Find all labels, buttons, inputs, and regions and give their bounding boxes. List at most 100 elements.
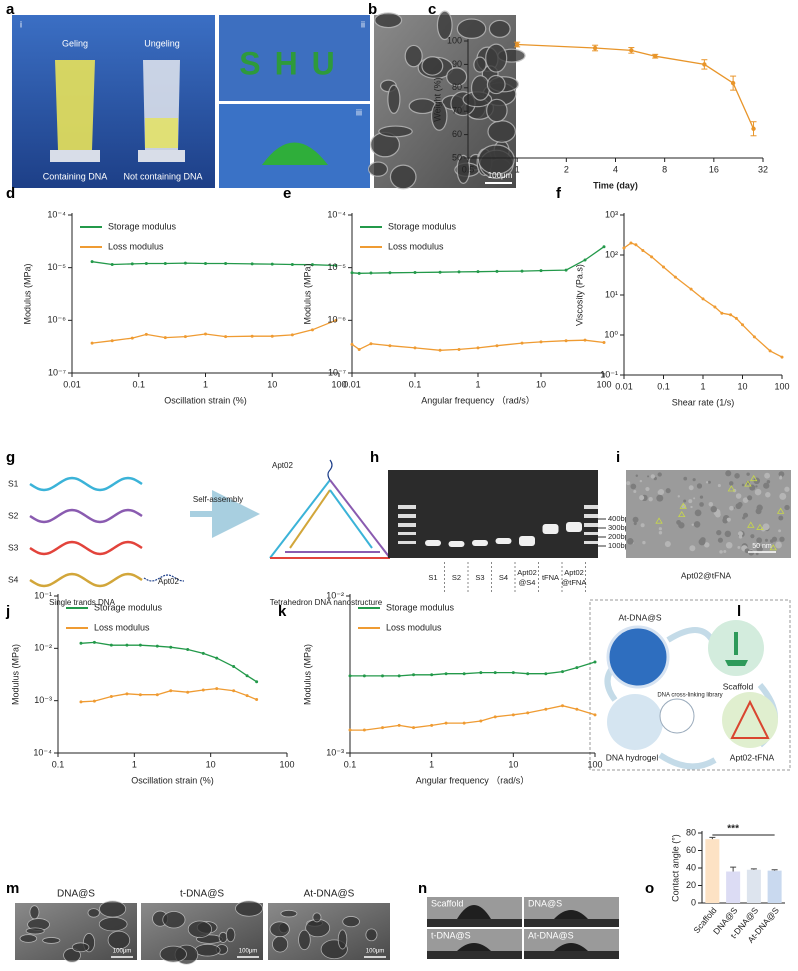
point [130, 262, 134, 266]
node-label: Scaffold [723, 681, 754, 691]
speck [683, 476, 688, 481]
point [768, 349, 772, 353]
point [169, 689, 173, 693]
tem-texture [626, 470, 790, 556]
pore [29, 905, 40, 920]
image-label: DNA@S [528, 898, 562, 908]
pore [473, 56, 487, 73]
scale-label: 100μm [239, 949, 257, 955]
point [561, 704, 565, 708]
speck [650, 474, 655, 479]
panel-letter: g [6, 449, 15, 466]
tfna-particle [776, 507, 785, 514]
y-tick-label: 10³ [605, 209, 618, 219]
droplet [554, 910, 588, 919]
point [544, 707, 548, 711]
tfna-particle [727, 485, 736, 492]
y-tick-label: 10⁻⁷ [48, 367, 66, 377]
point [130, 336, 134, 340]
tetra-edge [329, 489, 373, 549]
speck [690, 505, 693, 509]
point [215, 656, 219, 660]
speck [779, 476, 783, 480]
point [702, 62, 707, 67]
pore [486, 98, 508, 123]
point [511, 713, 515, 717]
y-tick-label: 10² [605, 249, 618, 259]
speck [728, 481, 734, 486]
point [79, 700, 83, 704]
point [310, 263, 314, 267]
tfna-particle [679, 502, 687, 509]
point [602, 245, 606, 249]
sem-texture [367, 10, 526, 190]
y-tick-label: 10⁻⁷ [328, 367, 346, 377]
point [224, 261, 228, 265]
point [752, 335, 756, 339]
x-axis-label: Angular frequency （rad/s） [416, 775, 530, 785]
pore [225, 927, 236, 943]
y-tick-label: 40 [686, 862, 696, 872]
substrate [524, 919, 619, 927]
speck [664, 541, 671, 548]
x-tick-label: 4 [613, 164, 618, 174]
point [215, 687, 219, 691]
bar [746, 869, 761, 903]
panel-letter: a [6, 1, 15, 18]
pore [436, 10, 453, 41]
speck [775, 541, 782, 549]
droplet [457, 905, 491, 919]
pore [387, 84, 401, 114]
speck [678, 522, 685, 529]
legend-label: Storage modulus [386, 602, 455, 612]
pore [337, 929, 348, 950]
point [388, 271, 392, 275]
point [544, 672, 548, 676]
speck [737, 502, 743, 508]
x-tick-label: 1 [203, 379, 208, 389]
band [448, 541, 465, 547]
point [255, 698, 259, 702]
speck [784, 504, 790, 511]
x-tick-label: 0.01 [343, 379, 361, 389]
speck [717, 484, 721, 488]
tube-cap [50, 150, 100, 162]
caption: Single trands DNA [49, 598, 115, 607]
x-tick-label: 1 [475, 379, 480, 389]
pore [446, 67, 468, 87]
pore [99, 900, 127, 918]
legend-label: Loss modulus [386, 622, 442, 632]
gel: S1 S2 S3 S4Apt02@S4tFNAApt02@tFNA400bp300bp… [398, 505, 629, 592]
legend-label: Loss modulus [388, 241, 444, 251]
series-line [351, 246, 605, 274]
speck [699, 495, 704, 499]
y-axis-label: Weight (%) [432, 77, 442, 121]
y-axis-label: Modulus (MPa) [302, 263, 312, 324]
image-title: t-DNA@S [180, 889, 224, 900]
x-tick-label: 10 [508, 759, 518, 769]
y-tick-label: 10⁻² [34, 643, 52, 653]
point [479, 719, 483, 723]
node-label: DNA cross-linking library [657, 693, 722, 699]
pore [269, 921, 290, 938]
point [575, 707, 579, 711]
pore [298, 929, 311, 951]
speck [755, 485, 758, 488]
speck [707, 480, 711, 484]
y-tick-label: 100 [447, 35, 462, 45]
band [425, 540, 441, 546]
speck [769, 539, 774, 543]
speck [677, 495, 680, 498]
point [641, 248, 645, 252]
speck [642, 540, 646, 545]
point [495, 269, 499, 273]
contact-angle-images: Scaffold DNA@S t-DNA@S At-DNA@S [427, 897, 619, 959]
x-axis-label: Shear rate (1/s) [672, 397, 735, 407]
speck [693, 521, 701, 528]
pore [194, 943, 221, 957]
point [79, 641, 83, 645]
point [602, 340, 606, 344]
pore [342, 916, 360, 928]
speck [779, 536, 785, 542]
library-icon [659, 698, 695, 734]
